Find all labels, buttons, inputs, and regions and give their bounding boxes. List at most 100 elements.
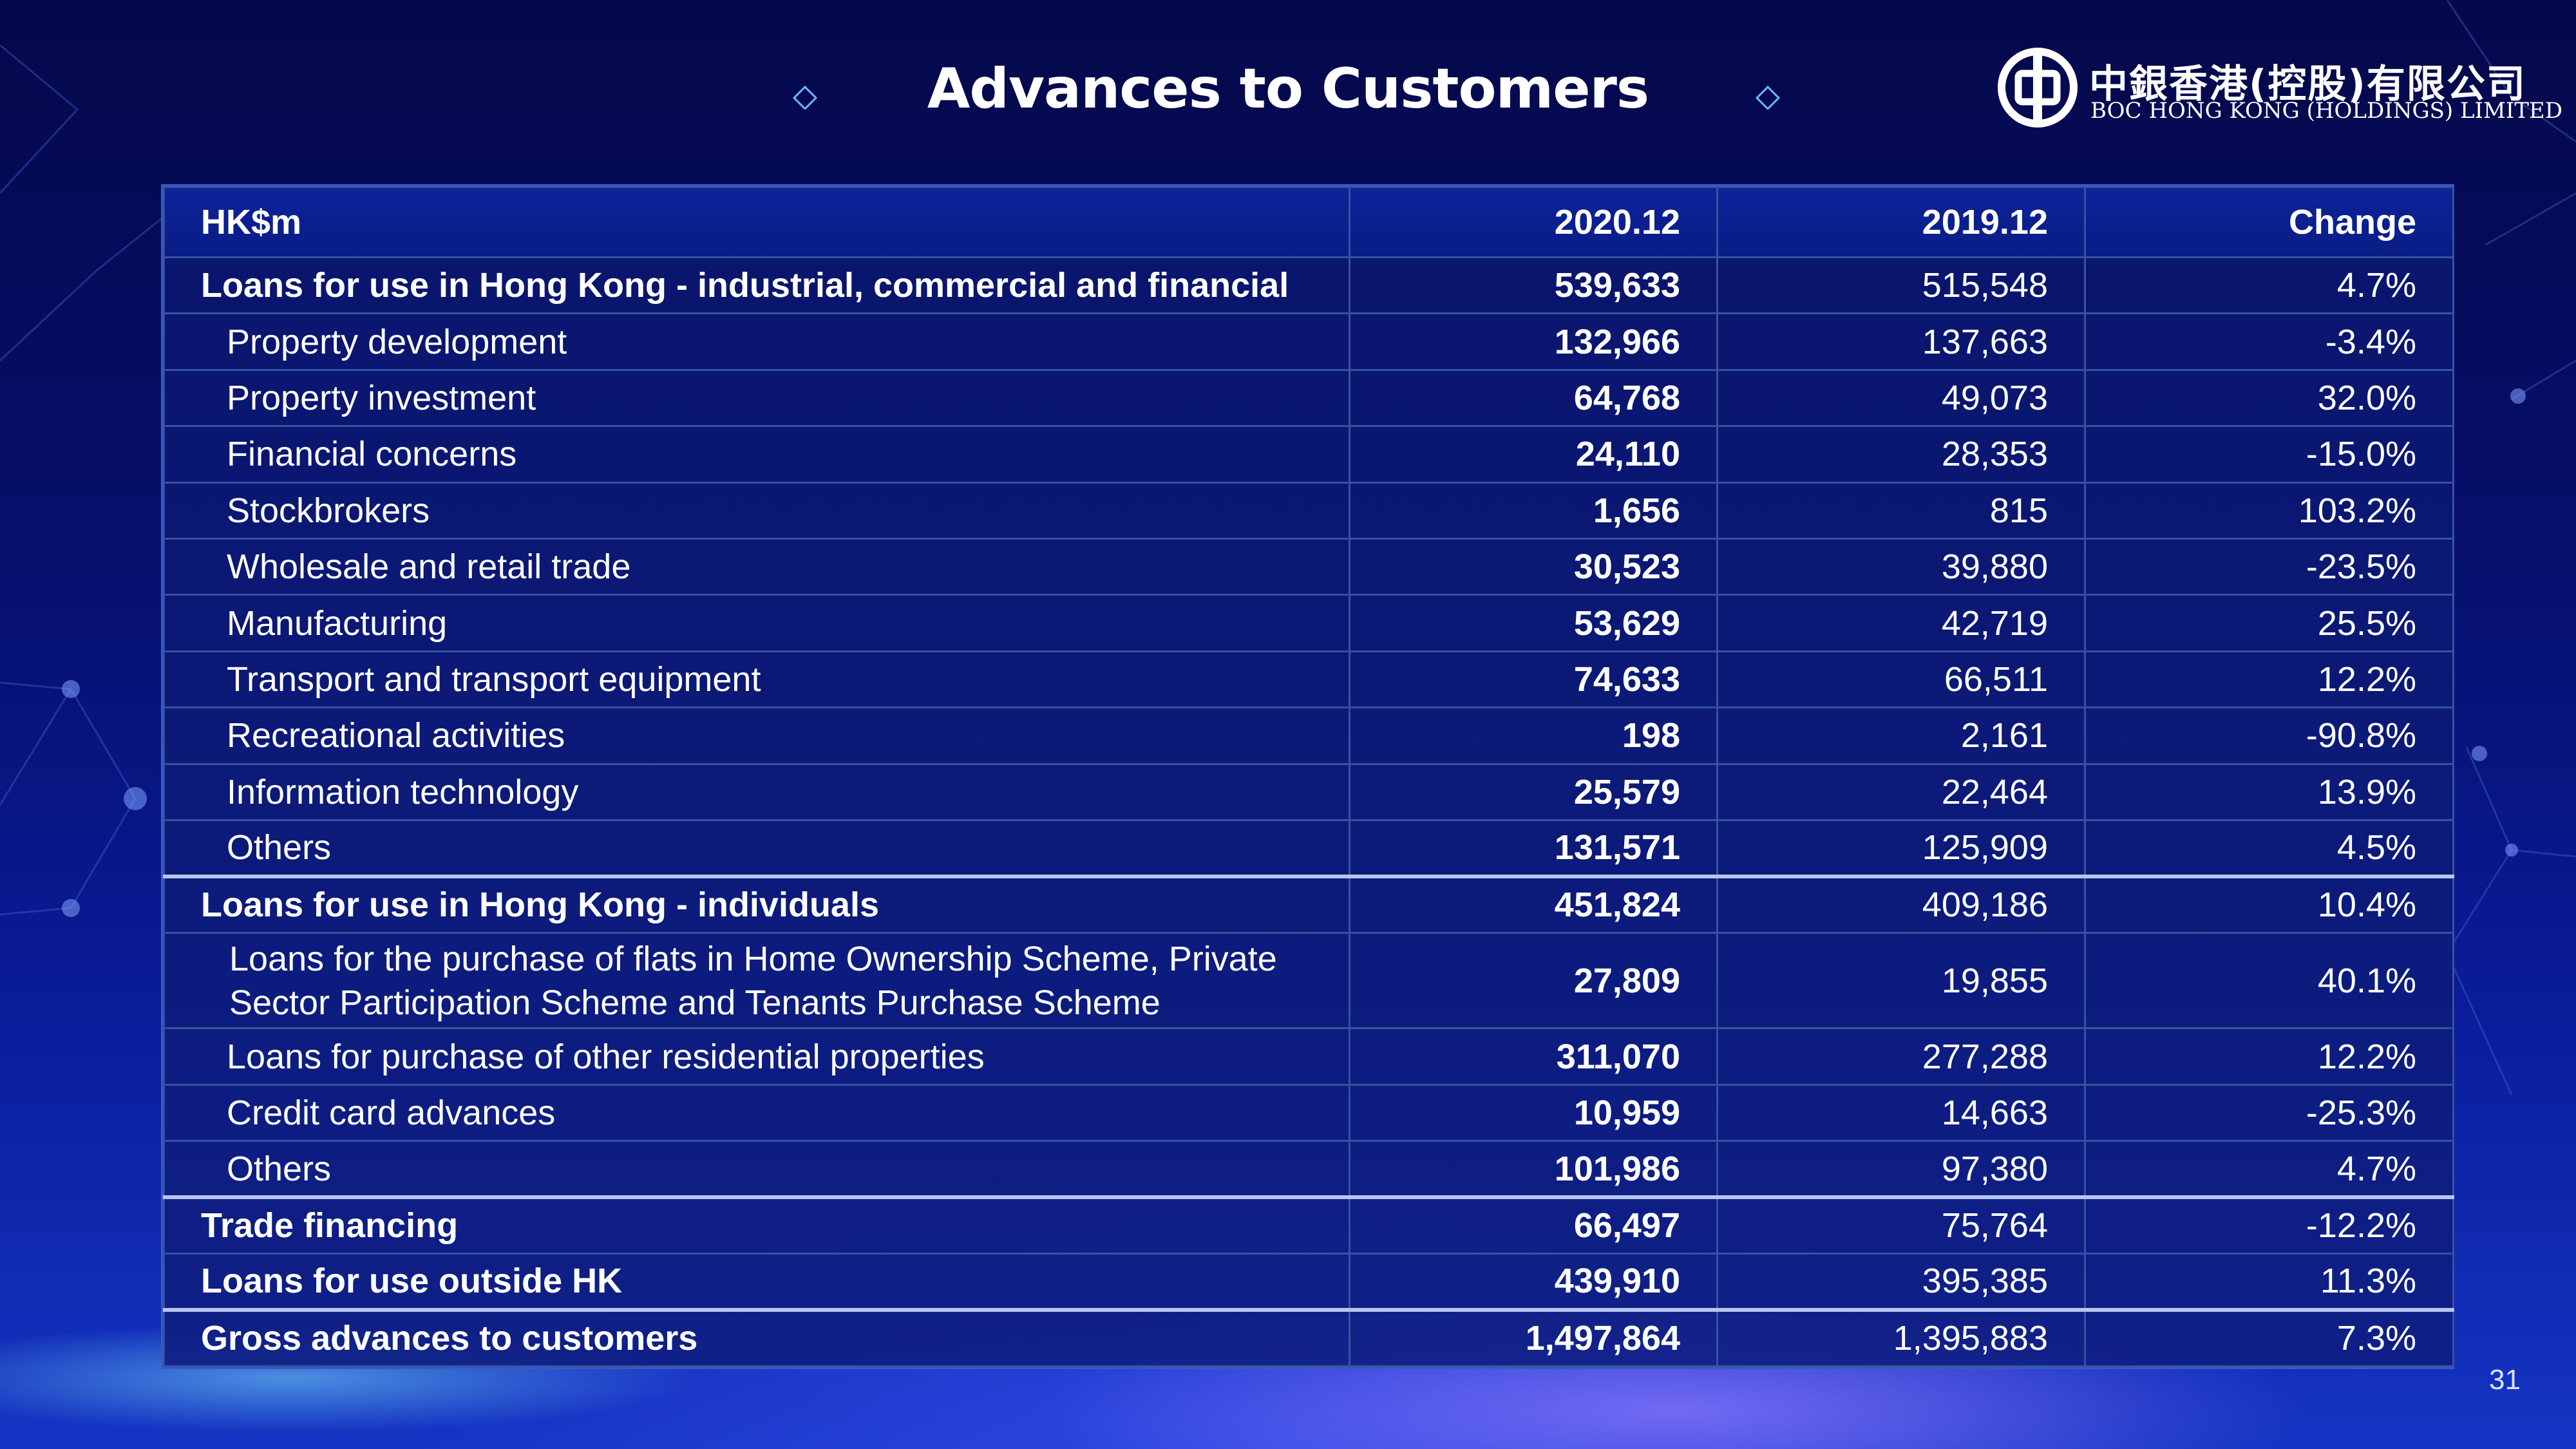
value-change: 11.3% (2084, 1252, 2454, 1311)
row-label: Recreational activities (163, 706, 1350, 765)
value-2020: 198 (1349, 706, 1718, 765)
header-currency-unit: HK$m (163, 186, 1350, 258)
value-2019: 19,855 (1716, 931, 2086, 1030)
value-change: 4.7% (2084, 1140, 2454, 1198)
header-change: Change (2084, 186, 2454, 258)
value-change: 103.2% (2084, 481, 2454, 540)
value-2020: 10,959 (1349, 1083, 1718, 1142)
value-2019: 75,764 (1716, 1195, 2086, 1255)
row-label: Others (163, 819, 1350, 878)
value-change: 4.7% (2084, 256, 2454, 315)
table-row: Stockbrokers 1,656 815 103.2% (163, 481, 2454, 540)
value-change: 12.2% (2084, 650, 2454, 709)
row-label: Trade financing (163, 1195, 1350, 1255)
value-2019: 66,511 (1716, 650, 2086, 709)
advances-table-container: HK$m 2020.12 2019.12 Change Loans for us… (161, 184, 2454, 1369)
value-change: 4.5% (2084, 819, 2454, 878)
value-2019: 409,186 (1716, 874, 2086, 934)
value-2019: 2,161 (1716, 706, 2086, 765)
row-label: Gross advances to customers (163, 1307, 1350, 1367)
value-2019: 395,385 (1716, 1252, 2086, 1311)
advances-table: HK$m 2020.12 2019.12 Change Loans for us… (163, 186, 2454, 1367)
title-right-decoration (1755, 85, 1993, 109)
value-2020: 24,110 (1349, 425, 1718, 484)
row-label: Loans for purchase of other residential … (163, 1027, 1350, 1086)
value-2019: 39,880 (1716, 537, 2086, 596)
table-row: Others 101,986 97,380 4.7% (163, 1140, 2454, 1198)
table-row: Recreational activities 198 2,161 -90.8% (163, 706, 2454, 765)
header-2020-12: 2020.12 (1349, 186, 1718, 258)
value-2019: 42,719 (1716, 594, 2086, 652)
value-2020: 101,986 (1349, 1140, 1718, 1198)
value-2019: 1,395,883 (1716, 1307, 2086, 1367)
value-2020: 25,579 (1349, 762, 1718, 821)
value-2020: 74,633 (1349, 650, 1718, 709)
value-2019: 515,548 (1716, 256, 2086, 315)
table-row: Credit card advances 10,959 14,663 -25.3… (163, 1083, 2454, 1142)
company-logo: 中銀香港(控股)有限公司 BOC HONG KONG (HOLDINGS) LI… (1998, 46, 2562, 130)
row-label: Information technology (163, 762, 1350, 821)
value-change: 25.5% (2084, 594, 2454, 652)
row-label: Stockbrokers (163, 481, 1350, 540)
table-row: Property development 132,966 137,663 -3.… (163, 312, 2454, 371)
value-change: 13.9% (2084, 762, 2454, 821)
table-row: Loans for purchase of other residential … (163, 1027, 2454, 1086)
value-change: 40.1% (2084, 931, 2454, 1030)
table-header-row: HK$m 2020.12 2019.12 Change (163, 186, 2454, 258)
value-2020: 30,523 (1349, 537, 1718, 596)
table-row: Trade financing 66,497 75,764 -12.2% (163, 1195, 2454, 1255)
row-label: Manufacturing (163, 594, 1350, 652)
logo-chinese-name: 中銀香港(控股)有限公司 (2089, 62, 2526, 107)
row-label: Wholesale and retail trade (163, 537, 1350, 596)
row-label: Transport and transport equipment (163, 650, 1350, 709)
value-2020: 66,497 (1349, 1195, 1718, 1255)
table-row: Wholesale and retail trade 30,523 39,880… (163, 537, 2454, 596)
value-2019: 97,380 (1716, 1140, 2086, 1198)
value-2020: 451,824 (1349, 874, 1718, 934)
value-2019: 49,073 (1716, 368, 2086, 428)
title-left-decoration (580, 85, 818, 109)
value-change: 12.2% (2084, 1027, 2454, 1086)
value-2020: 439,910 (1349, 1252, 1718, 1311)
value-2020: 132,966 (1349, 312, 1718, 371)
value-2020: 539,633 (1349, 256, 1718, 315)
boc-logo-icon (1998, 48, 2078, 128)
value-change: -15.0% (2084, 425, 2454, 484)
table-row: Information technology 25,579 22,464 13.… (163, 762, 2454, 821)
value-2019: 137,663 (1716, 312, 2086, 371)
value-change: 7.3% (2084, 1307, 2454, 1367)
row-label: Property development (163, 312, 1350, 371)
table-row: Loans for use in Hong Kong - industrial,… (163, 256, 2454, 315)
row-label: Loans for the purchase of flats in Home … (163, 931, 1350, 1030)
value-2019: 14,663 (1716, 1083, 2086, 1142)
page-number: 31 (2489, 1364, 2521, 1396)
row-label: Others (163, 1140, 1350, 1198)
table-row: Others 131,571 125,909 4.5% (163, 819, 2454, 878)
value-2019: 22,464 (1716, 762, 2086, 821)
value-2020: 27,809 (1349, 931, 1718, 1030)
slide-title: Advances to Customers (927, 57, 1649, 121)
header-2019-12: 2019.12 (1716, 186, 2086, 258)
value-2020: 53,629 (1349, 594, 1718, 652)
value-2020: 1,656 (1349, 481, 1718, 540)
value-change: -25.3% (2084, 1083, 2454, 1142)
table-row: Manufacturing 53,629 42,719 25.5% (163, 594, 2454, 652)
value-2020: 1,497,864 (1349, 1307, 1718, 1367)
row-label: Loans for use in Hong Kong - industrial,… (163, 256, 1350, 315)
value-change: -90.8% (2084, 706, 2454, 765)
table-row: Loans for use in Hong Kong - individuals… (163, 874, 2454, 934)
value-2019: 815 (1716, 481, 2086, 540)
row-label: Credit card advances (163, 1083, 1350, 1142)
row-label: Loans for use in Hong Kong - individuals (163, 874, 1350, 934)
value-change: 32.0% (2084, 368, 2454, 428)
value-change: 10.4% (2084, 874, 2454, 934)
value-2019: 125,909 (1716, 819, 2086, 878)
table-row: Property investment 64,768 49,073 32.0% (163, 368, 2454, 428)
table-row: Financial concerns 24,110 28,353 -15.0% (163, 425, 2454, 484)
table-row-total: Gross advances to customers 1,497,864 1,… (163, 1307, 2454, 1367)
row-label: Financial concerns (163, 425, 1350, 484)
table-row: Loans for the purchase of flats in Home … (163, 931, 2454, 1030)
row-label: Loans for use outside HK (163, 1252, 1350, 1311)
table-row: Loans for use outside HK 439,910 395,385… (163, 1252, 2454, 1311)
value-change: -3.4% (2084, 312, 2454, 371)
